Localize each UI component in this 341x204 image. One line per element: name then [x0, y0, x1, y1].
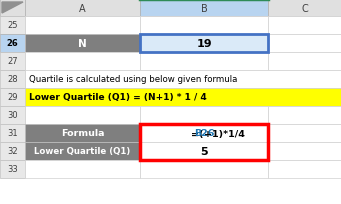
Bar — [0, 35, 25, 53]
Bar — [25, 71, 341, 89]
Text: 29: 29 — [7, 93, 18, 102]
Bar — [0, 53, 25, 71]
Text: 27: 27 — [7, 57, 18, 66]
Bar — [268, 124, 341, 142]
Bar — [0, 0, 25, 17]
Bar — [268, 142, 341, 160]
Text: 5: 5 — [200, 146, 208, 156]
Bar — [25, 53, 140, 71]
Bar — [140, 106, 268, 124]
Text: =(: =( — [192, 129, 204, 138]
Text: B26: B26 — [194, 129, 214, 138]
Bar — [268, 160, 341, 178]
Text: +1)*1/4: +1)*1/4 — [204, 129, 245, 138]
Text: 19: 19 — [196, 39, 212, 49]
Bar — [268, 17, 341, 35]
Text: Formula: Formula — [61, 129, 104, 138]
Text: A: A — [79, 3, 86, 13]
Bar — [25, 106, 140, 124]
Text: 32: 32 — [7, 147, 18, 156]
Text: Lower Quartile (Q1) = (N+1) * 1 / 4: Lower Quartile (Q1) = (N+1) * 1 / 4 — [29, 93, 207, 102]
Bar — [140, 0, 268, 17]
Text: B: B — [201, 3, 207, 13]
Bar — [140, 124, 268, 160]
Text: Lower Quartile (Q1): Lower Quartile (Q1) — [34, 147, 131, 156]
Text: 33: 33 — [7, 165, 18, 174]
Text: N: N — [78, 39, 87, 49]
Bar — [268, 106, 341, 124]
Bar — [25, 124, 140, 142]
Text: 25: 25 — [7, 21, 18, 30]
Text: 31: 31 — [7, 129, 18, 138]
Text: 26: 26 — [6, 39, 18, 48]
Bar — [0, 106, 25, 124]
Bar — [140, 53, 268, 71]
Bar — [140, 142, 268, 160]
Bar — [140, 35, 268, 53]
Bar — [25, 142, 140, 160]
Bar — [140, 160, 268, 178]
Bar — [140, 17, 268, 35]
Bar — [25, 0, 140, 17]
Bar — [25, 89, 341, 106]
Bar — [0, 160, 25, 178]
Text: Quartile is calculated using below given formula: Quartile is calculated using below given… — [29, 75, 237, 84]
Bar — [268, 0, 341, 17]
Polygon shape — [2, 3, 23, 14]
Text: 28: 28 — [7, 75, 18, 84]
Bar — [0, 71, 25, 89]
Bar — [268, 53, 341, 71]
Text: 30: 30 — [7, 111, 18, 120]
Bar — [0, 142, 25, 160]
Bar — [25, 17, 140, 35]
Text: C: C — [301, 3, 308, 13]
Bar — [25, 160, 140, 178]
Bar — [25, 35, 140, 53]
Bar — [268, 35, 341, 53]
Bar — [140, 124, 268, 142]
Bar — [0, 124, 25, 142]
Bar — [0, 17, 25, 35]
Bar — [0, 89, 25, 106]
